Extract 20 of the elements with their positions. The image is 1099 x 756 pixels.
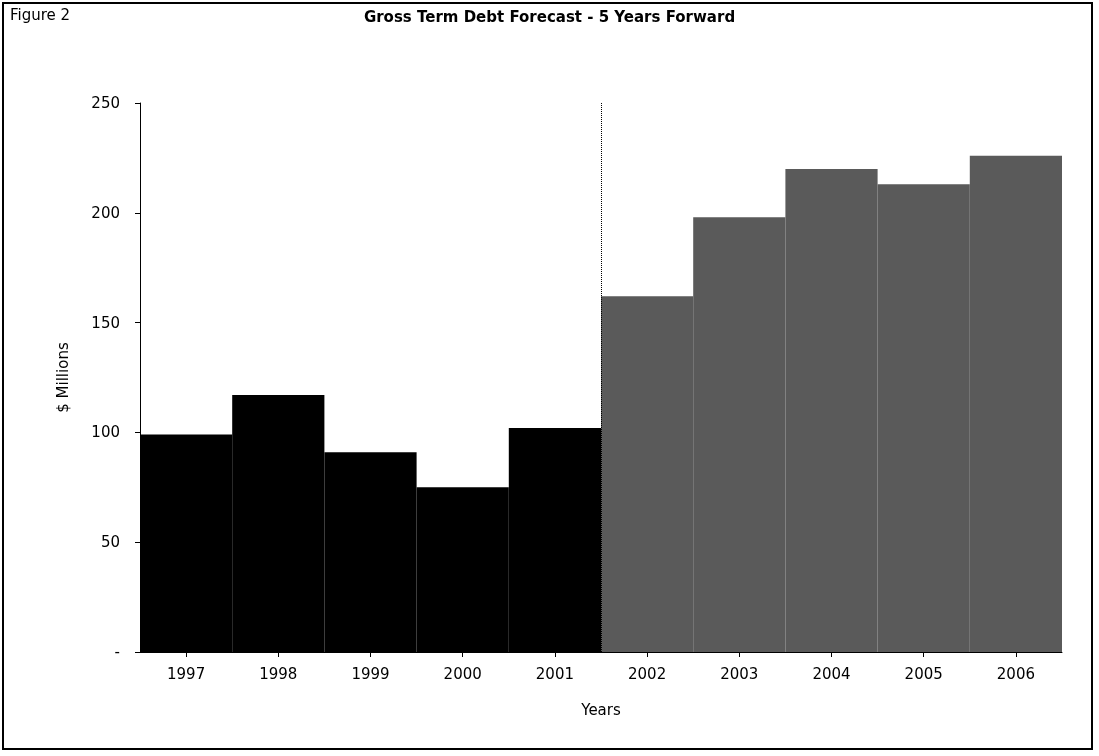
y-tick-label: 100 — [91, 423, 120, 442]
y-tick-label: 50 — [100, 533, 120, 552]
y-tick-label: 250 — [91, 94, 120, 112]
caption: Figure 2 — [10, 5, 71, 24]
x-tick-label: 2002 — [628, 664, 667, 683]
x-tick-label: 2005 — [904, 664, 943, 683]
y-tick-label: - — [114, 643, 120, 661]
x-tick-label: 2001 — [535, 664, 574, 683]
chart-title: Gross Term Debt Forecast - 5 Years Forward — [363, 7, 736, 26]
y-tick-label: 200 — [91, 203, 120, 222]
x-tick-label: 2003 — [720, 664, 759, 683]
y-tick-label: 150 — [91, 313, 120, 332]
x-axis-title: Years — [580, 700, 621, 719]
x-tick-label: 2004 — [812, 664, 851, 683]
x-tick-label: 1998 — [259, 664, 298, 683]
x-tick-label: 1999 — [351, 664, 390, 683]
x-tick-label: 2006 — [996, 664, 1035, 683]
y-axis-title: $ Millions — [53, 342, 72, 413]
x-tick-label: 1997 — [167, 664, 206, 683]
x-tick-label: 2000 — [443, 664, 482, 683]
